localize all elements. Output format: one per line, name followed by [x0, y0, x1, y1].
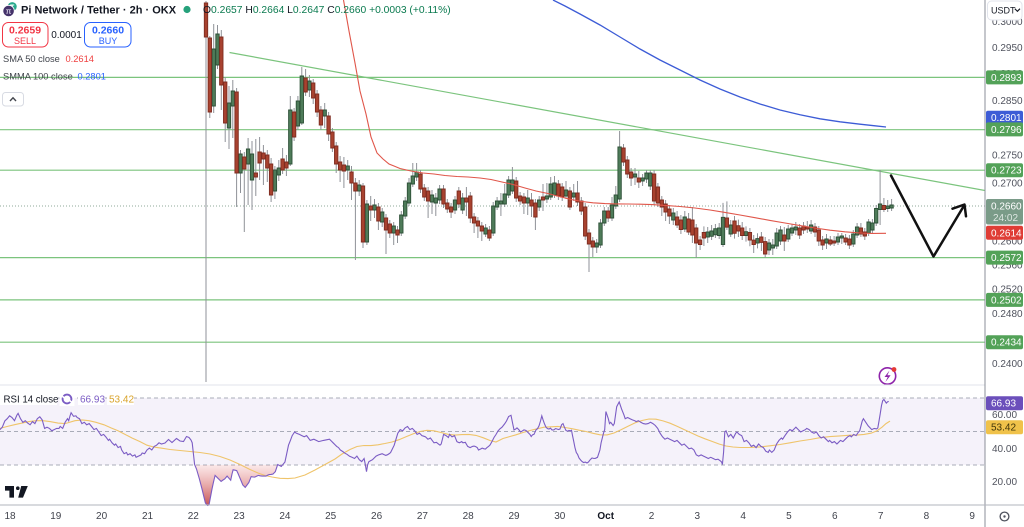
svg-text:30: 30 — [554, 511, 566, 522]
svg-text:19: 19 — [50, 511, 62, 522]
svg-text:4: 4 — [740, 511, 746, 522]
svg-text:24:02: 24:02 — [993, 213, 1018, 224]
svg-text:0.2502: 0.2502 — [991, 295, 1022, 306]
svg-text:8: 8 — [924, 511, 930, 522]
svg-text:6: 6 — [832, 511, 838, 522]
svg-text:0.2434: 0.2434 — [991, 338, 1022, 349]
svg-text:0.2572: 0.2572 — [991, 253, 1022, 264]
svg-text:0.2950: 0.2950 — [992, 43, 1023, 54]
svg-text:20.00: 20.00 — [992, 477, 1017, 488]
svg-text:0.2660: 0.2660 — [92, 25, 124, 37]
svg-text:0.2750: 0.2750 — [992, 151, 1023, 162]
svg-text:66.93: 66.93 — [991, 399, 1016, 410]
svg-text:24: 24 — [279, 511, 291, 522]
svg-text:Oct: Oct — [597, 511, 614, 522]
svg-text:SMMA 100 close: SMMA 100 close — [3, 72, 73, 82]
svg-text:0.2700: 0.2700 — [992, 179, 1023, 190]
svg-text:0.2801: 0.2801 — [991, 113, 1022, 124]
svg-text:0.0001: 0.0001 — [51, 30, 82, 41]
svg-text:23: 23 — [234, 511, 246, 522]
svg-text:66.93: 66.93 — [80, 395, 105, 406]
svg-text:26: 26 — [371, 511, 383, 522]
svg-text:USDT: USDT — [991, 6, 1016, 16]
svg-text:22: 22 — [188, 511, 200, 522]
svg-text:SMA 50 close: SMA 50 close — [3, 54, 60, 64]
svg-text:60.00: 60.00 — [992, 410, 1017, 421]
svg-text:0.2600: 0.2600 — [992, 237, 1023, 248]
svg-text:0.2400: 0.2400 — [992, 359, 1023, 370]
svg-text:53.42: 53.42 — [109, 395, 134, 406]
svg-text:29: 29 — [508, 511, 520, 522]
svg-text:0.2614: 0.2614 — [66, 54, 94, 64]
svg-text:20: 20 — [96, 511, 108, 522]
svg-text:28: 28 — [463, 511, 475, 522]
svg-text:7: 7 — [878, 511, 884, 522]
svg-text:0.2801: 0.2801 — [78, 72, 106, 82]
svg-text:0.2614: 0.2614 — [991, 228, 1022, 239]
svg-text:21: 21 — [142, 511, 154, 522]
svg-text:9: 9 — [969, 511, 975, 522]
svg-text:5: 5 — [786, 511, 792, 522]
svg-text:0.2850: 0.2850 — [992, 96, 1023, 107]
svg-text:27: 27 — [417, 511, 429, 522]
svg-text:0.2659: 0.2659 — [9, 25, 41, 37]
svg-text:π: π — [6, 6, 12, 16]
svg-text:0.2893: 0.2893 — [991, 73, 1022, 84]
svg-text:0.2480: 0.2480 — [992, 309, 1023, 320]
svg-text:0.2796: 0.2796 — [991, 125, 1022, 136]
svg-text:BUY: BUY — [99, 36, 118, 46]
svg-text:SELL: SELL — [14, 36, 36, 46]
svg-text:18: 18 — [4, 511, 16, 522]
svg-text:0.2660: 0.2660 — [991, 202, 1022, 213]
svg-text:2: 2 — [649, 511, 655, 522]
svg-text:53.42: 53.42 — [991, 423, 1016, 434]
svg-text:25: 25 — [325, 511, 337, 522]
svg-text:0.2520: 0.2520 — [992, 284, 1023, 295]
svg-text:RSI 14 close: RSI 14 close — [4, 395, 59, 406]
svg-text:0.3000: 0.3000 — [992, 17, 1023, 28]
svg-text:40.00: 40.00 — [992, 444, 1017, 455]
svg-text:Pi Network / Tether · 2h · OKX: Pi Network / Tether · 2h · OKX — [21, 5, 177, 17]
svg-text:0.2723: 0.2723 — [991, 166, 1022, 177]
svg-text:3: 3 — [695, 511, 701, 522]
svg-text:0.2560: 0.2560 — [992, 260, 1023, 271]
svg-text:O0.2657 H0.2664 L0.2647 C0.266: O0.2657 H0.2664 L0.2647 C0.2660 +0.0003 … — [203, 5, 451, 16]
